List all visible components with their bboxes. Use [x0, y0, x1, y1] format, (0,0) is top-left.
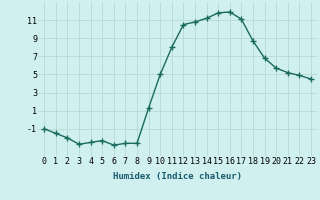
X-axis label: Humidex (Indice chaleur): Humidex (Indice chaleur): [113, 172, 242, 181]
